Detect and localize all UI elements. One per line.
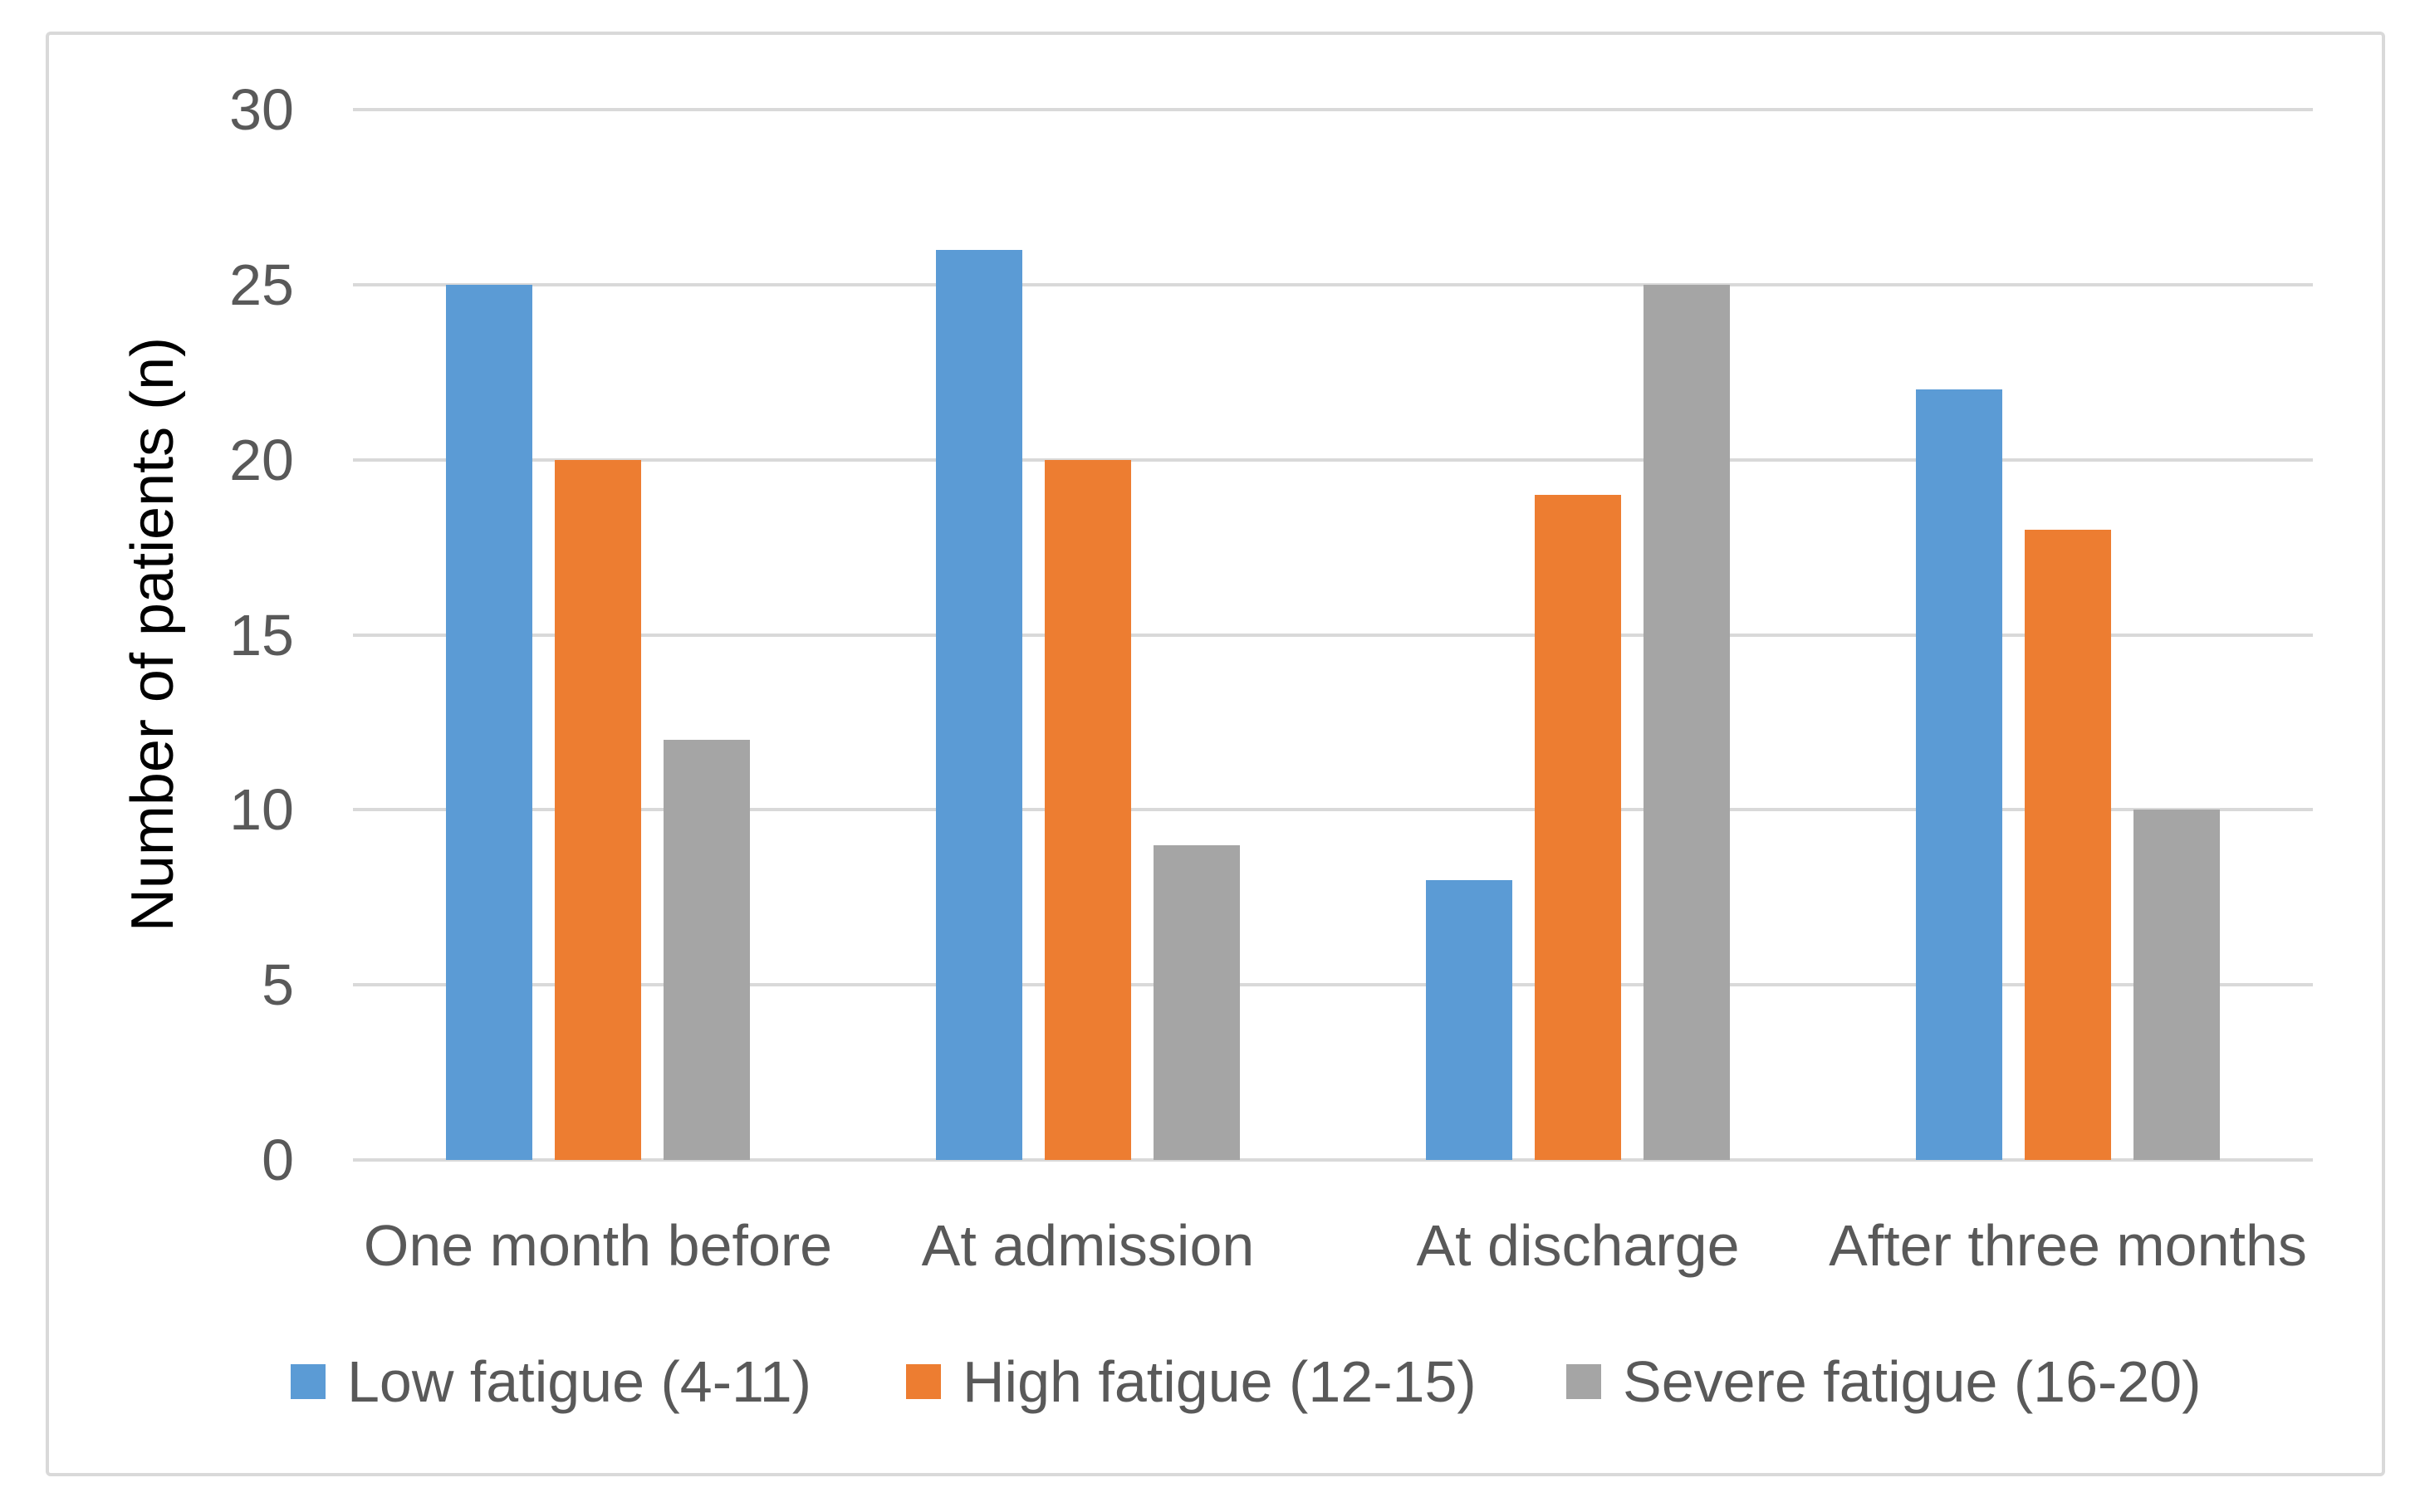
x-category-label-2: At discharge [1416, 1213, 1740, 1278]
bar-low-fatigue-0 [446, 284, 532, 1160]
bar-high-fatigue-1 [1045, 459, 1131, 1160]
legend-label-high-fatigue: High fatigue (12-15) [963, 1349, 1477, 1414]
bar-group-3 [1823, 110, 2313, 1160]
bar-group-0 [353, 110, 843, 1160]
bar-severe-fatigue-3 [2133, 810, 2220, 1160]
x-category-label-3: After three months [1829, 1213, 2307, 1278]
y-tick-label-20: 20 [229, 427, 294, 492]
bar-high-fatigue-3 [2025, 530, 2111, 1160]
y-tick-label-30: 30 [229, 77, 294, 142]
x-category-label-1: At admission [921, 1213, 1255, 1278]
bar-low-fatigue-1 [936, 249, 1022, 1160]
bar-group-1 [843, 110, 1333, 1160]
bar-low-fatigue-3 [1916, 389, 2002, 1160]
gridline-0 [353, 1158, 2313, 1162]
bar-group-2 [1333, 110, 1823, 1160]
legend-item-high-fatigue: High fatigue (12-15) [906, 1348, 1477, 1415]
legend-item-low-fatigue: Low fatigue (4-11) [291, 1348, 811, 1415]
bar-high-fatigue-0 [555, 459, 641, 1160]
gridline-25 [353, 282, 2313, 286]
y-tick-label-15: 15 [229, 602, 294, 668]
chart-border-box: Number of patients (n) 30 25 20 15 10 5 0 One … [46, 32, 2385, 1476]
bar-severe-fatigue-2 [1644, 284, 1730, 1160]
gridline-10 [353, 808, 2313, 812]
y-tick-label-0: 0 [262, 1128, 294, 1192]
legend-label-low-fatigue: Low fatigue (4-11) [347, 1349, 812, 1414]
y-tick-label-10: 10 [229, 777, 294, 843]
legend-item-severe-fatigue: Severe fatigue (16-20) [1566, 1348, 2202, 1415]
legend-swatch-high-fatigue [906, 1364, 941, 1399]
bar-severe-fatigue-1 [1154, 844, 1240, 1160]
legend-label-severe-fatigue: Severe fatigue (16-20) [1623, 1349, 2202, 1414]
y-tick-label-5: 5 [262, 952, 294, 1018]
bar-severe-fatigue-0 [664, 740, 750, 1160]
bar-low-fatigue-2 [1426, 879, 1512, 1160]
gridline-30 [353, 108, 2313, 111]
legend-swatch-low-fatigue [291, 1364, 326, 1399]
bar-high-fatigue-2 [1535, 494, 1621, 1160]
plot-area [353, 108, 2313, 1162]
y-tick-label-25: 25 [229, 252, 294, 317]
gridline-5 [353, 983, 2313, 987]
gridline-20 [353, 458, 2313, 462]
x-category-label-0: One month before [363, 1213, 833, 1278]
gridline-15 [353, 633, 2313, 637]
legend-swatch-severe-fatigue [1566, 1364, 1601, 1399]
